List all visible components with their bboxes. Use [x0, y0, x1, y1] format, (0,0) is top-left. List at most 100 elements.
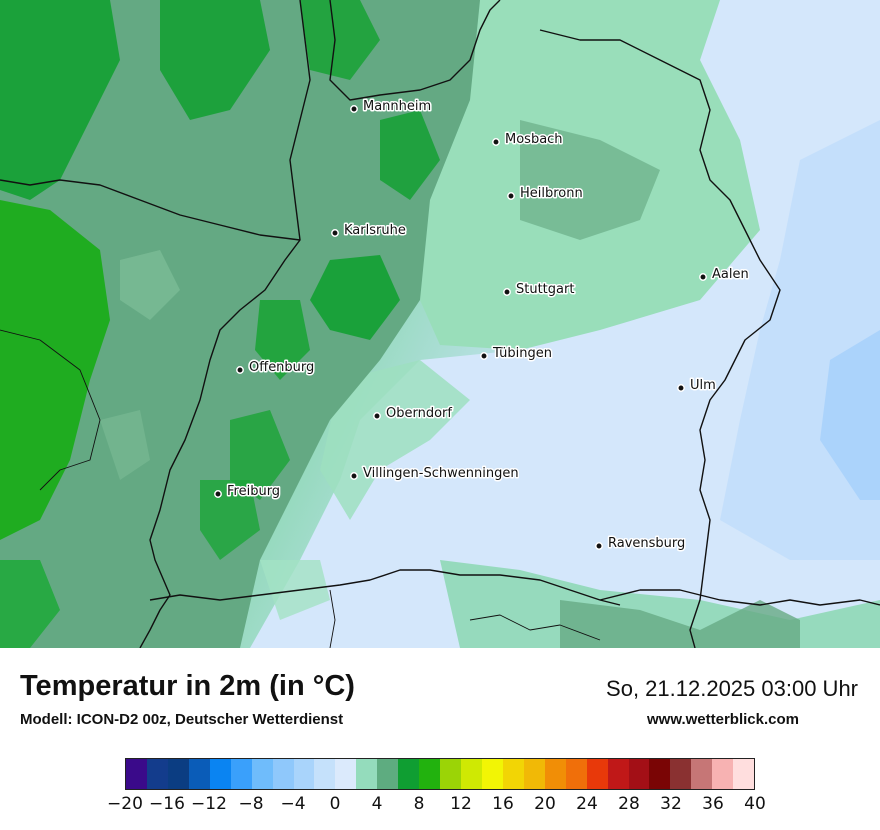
city-label: Ulm — [690, 378, 716, 393]
footer: Temperatur in 2m (in °C) Modell: ICON-D2… — [0, 648, 880, 830]
legend-swatch — [586, 759, 608, 789]
legend-swatch — [209, 759, 231, 789]
legend-swatch — [251, 759, 273, 789]
legend-swatch — [356, 759, 378, 789]
city-dot — [236, 366, 244, 374]
city-label: Villingen-Schwenningen — [363, 466, 519, 481]
city-t-bingen: Tübingen — [480, 345, 554, 363]
city-label: Stuttgart — [516, 282, 574, 297]
city-dot — [507, 192, 515, 200]
city-mannheim: Mannheim — [350, 98, 433, 116]
border-internal — [39, 339, 101, 491]
city-label: Offenburg — [249, 360, 314, 375]
city-dot — [331, 229, 339, 237]
city-offenburg: Offenburg — [236, 359, 316, 377]
city-label: Aalen — [712, 267, 749, 282]
city-dot — [373, 412, 381, 420]
city-label: Mannheim — [363, 99, 431, 114]
legend-swatch — [544, 759, 566, 789]
border-rhine — [139, 0, 311, 648]
city-label: Tübingen — [492, 346, 552, 361]
legend-swatch — [607, 759, 629, 789]
city-markers: Mannheim Mosbach Heilbronn Karlsruhe Aalen St… — [214, 98, 750, 553]
legend-tick-label: 8 — [413, 794, 425, 814]
legend-swatch — [419, 759, 441, 789]
legend-swatch — [481, 759, 503, 789]
legend-tick-label: −16 — [149, 794, 185, 814]
city-dot — [677, 384, 685, 392]
legend-tick-label: 4 — [371, 794, 383, 814]
legend-tick-label: −20 — [107, 794, 143, 814]
legend-swatch — [188, 759, 210, 789]
border-northwest — [0, 179, 301, 241]
city-dot — [699, 273, 707, 281]
website-link[interactable]: www.wetterblick.com — [647, 711, 799, 728]
legend-swatch — [440, 759, 461, 789]
city-dot — [492, 138, 500, 146]
city-label: Freiburg — [227, 484, 280, 499]
city-dot — [595, 542, 603, 550]
legend-swatch — [314, 759, 336, 789]
legend-tick-label: −4 — [280, 794, 306, 814]
model-info: Modell: ICON-D2 00z, Deutscher Wetterdie… — [20, 711, 344, 728]
legend-swatch — [502, 759, 524, 789]
borders — [0, 0, 880, 648]
legend-tick-label: 36 — [702, 794, 724, 814]
border-bw — [329, 0, 501, 101]
legend-swatch — [293, 759, 315, 789]
city-label: Oberndorf — [386, 406, 452, 421]
page-title: Temperatur in 2m (in °C) — [20, 670, 355, 702]
city-label: Mosbach — [505, 132, 563, 147]
city-label: Heilbronn — [520, 186, 583, 201]
legend-tick-label: 20 — [534, 794, 556, 814]
city-ravensburg: Ravensburg — [595, 535, 687, 553]
temperature-map[interactable]: Mannheim Mosbach Heilbronn Karlsruhe Aalen St… — [0, 0, 880, 648]
city-aalen: Aalen — [699, 266, 750, 284]
legend-swatch — [272, 759, 294, 789]
city-dot — [214, 490, 222, 498]
legend-tick-label: −8 — [238, 794, 264, 814]
legend-swatch — [670, 759, 692, 789]
city-dot — [503, 288, 511, 296]
legend-swatch — [565, 759, 587, 789]
legend-swatch — [461, 759, 482, 789]
border-austria — [599, 589, 880, 606]
legend-tick-label: −12 — [191, 794, 227, 814]
city-oberndorf: Oberndorf — [373, 405, 454, 423]
city-karlsruhe: Karlsruhe — [331, 222, 407, 240]
city-mosbach: Mosbach — [492, 131, 564, 149]
border-bw-east — [539, 29, 781, 648]
legend-swatch — [335, 759, 357, 789]
forecast-datetime: So, 21.12.2025 03:00 Uhr — [606, 676, 858, 701]
legend-swatch — [167, 759, 189, 789]
city-villingen-schwenningen: Villingen-Schwenningen — [350, 465, 520, 483]
legend-tick-label: 24 — [576, 794, 598, 814]
legend-tick-label: 12 — [450, 794, 472, 814]
legend-swatch — [712, 759, 734, 789]
city-heilbronn: Heilbronn — [507, 185, 584, 203]
legend-swatch — [628, 759, 650, 789]
city-dot — [350, 105, 358, 113]
city-ulm: Ulm — [677, 377, 717, 395]
legend-swatch — [523, 759, 545, 789]
temperature-zones — [0, 0, 880, 648]
legend-swatch — [230, 759, 252, 789]
legend-swatch — [146, 759, 168, 789]
city-label: Karlsruhe — [344, 223, 406, 238]
legend-swatch — [398, 759, 420, 789]
legend-tick-label: 28 — [618, 794, 640, 814]
legend-swatch — [649, 759, 671, 789]
color-legend — [125, 758, 755, 790]
legend-ticks: −20 −16 −12 −8 −4 0 4 8 12 16 20 24 28 32 36 40 — [107, 794, 766, 820]
legend-swatch — [377, 759, 399, 789]
legend-tick-label: 16 — [492, 794, 514, 814]
legend-swatch — [733, 759, 755, 789]
city-dot — [350, 472, 358, 480]
city-dot — [480, 352, 488, 360]
city-label: Ravensburg — [608, 536, 685, 551]
city-stuttgart: Stuttgart — [503, 281, 576, 299]
border-swiss — [149, 569, 621, 606]
legend-tick-label: 40 — [744, 794, 766, 814]
legend-swatch — [691, 759, 713, 789]
legend-swatch — [126, 759, 147, 789]
